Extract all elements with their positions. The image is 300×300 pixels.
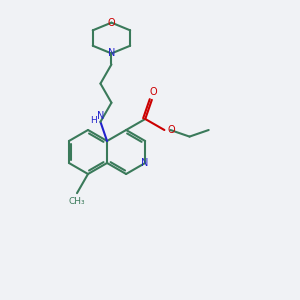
Text: N: N [108, 48, 115, 59]
Text: H: H [90, 116, 97, 125]
Text: CH₃: CH₃ [69, 197, 85, 206]
Text: N: N [97, 111, 104, 121]
Text: N: N [142, 158, 149, 168]
Text: O: O [149, 87, 157, 97]
Text: O: O [167, 125, 175, 135]
Text: O: O [108, 18, 115, 28]
